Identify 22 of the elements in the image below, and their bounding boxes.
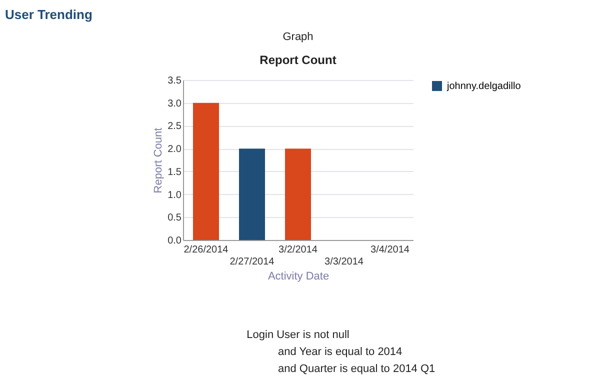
legend-label: johnny.delgadillo (446, 81, 522, 92)
text: and Year is equal to 2014 (278, 346, 402, 358)
text: Login User is not null (246, 329, 350, 341)
text: and Quarter is equal to 2014 Q1 (278, 363, 436, 375)
x-tick-label: 3/4/2014 (370, 244, 410, 256)
x-tick-label: 3/2/2014 (278, 244, 318, 256)
y-tick-label: 2.5 (168, 121, 182, 132)
y-tick-label: 3.5 (168, 76, 182, 86)
y-tick-label: 2.0 (168, 144, 182, 156)
x-tick-label: 3/3/2014 (324, 256, 364, 268)
x-tick-label: 2/27/2014 (230, 256, 275, 268)
text: User Trending (5, 7, 92, 22)
x-tick-label: 2/26/2014 (184, 244, 229, 256)
chart-title: Report Count (260, 53, 336, 67)
text: Graph (282, 31, 314, 43)
x-axis-title: Activity Date (268, 270, 330, 282)
y-tick-label: 1.0 (168, 190, 182, 201)
y-tick-label: 3.0 (168, 98, 182, 110)
y-tick-label: 1.5 (168, 166, 182, 178)
y-axis-title: Report Count (152, 128, 165, 194)
y-tick-label: 0.0 (168, 236, 182, 246)
y-tick-label: 0.5 (168, 212, 182, 224)
